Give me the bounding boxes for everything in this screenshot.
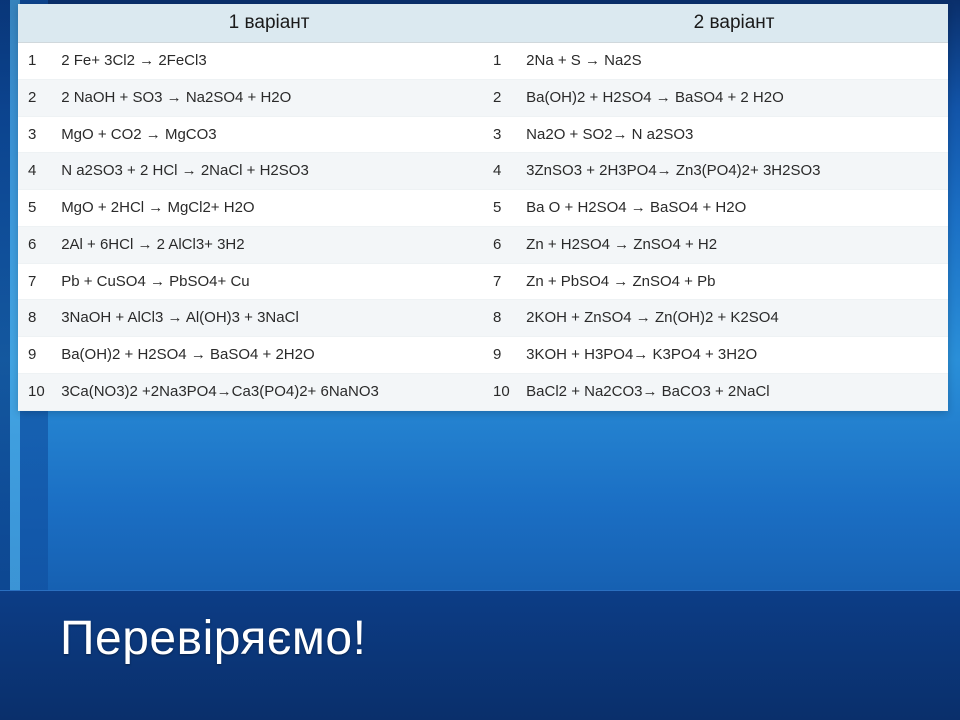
equation-left: MgO + CO2 → MgCO3 (55, 116, 483, 153)
table-row: 5 MgO + 2HCl → MgCl2+ H2O 5 Ba O + H2SO4… (18, 190, 948, 227)
equation-left: 3NaOH + AlCl3 → Al(OH)3 + 3NaCl (55, 300, 483, 337)
table-row: 7 Pb + CuSO4 → PbSO4+ Cu 7 Zn + PbSO4 → … (18, 263, 948, 300)
row-num-left: 8 (18, 300, 55, 337)
equation-right: Ba O + H2SO4 → BaSO4 + H2O (520, 190, 948, 227)
equation-left: 2Al + 6HCl → 2 AlCl3+ 3H2 (55, 226, 483, 263)
table-row: 3 MgO + CO2 → MgCO3 3 Na2O + SO2→ N a2SO… (18, 116, 948, 153)
header-variant2-num (483, 4, 520, 43)
equation-right: Zn + H2SO4 → ZnSO4 + H2 (520, 226, 948, 263)
row-num-left: 3 (18, 116, 55, 153)
table-row: 6 2Al + 6HCl → 2 AlCl3+ 3H2 6 Zn + H2SO4… (18, 226, 948, 263)
row-num-right: 10 (483, 373, 520, 410)
row-num-right: 8 (483, 300, 520, 337)
equation-right: Na2O + SO2→ N a2SO3 (520, 116, 948, 153)
row-num-left: 6 (18, 226, 55, 263)
table-row: 8 3NaOH + AlCl3 → Al(OH)3 + 3NaCl 8 2KOH… (18, 300, 948, 337)
equation-left: 2 NaOH + SO3 → Na2SO4 + H2O (55, 79, 483, 116)
row-num-left: 2 (18, 79, 55, 116)
row-num-left: 4 (18, 153, 55, 190)
header-variant2: 2 варіант (520, 4, 948, 43)
row-num-right: 1 (483, 43, 520, 80)
row-num-right: 4 (483, 153, 520, 190)
table-row: 4 N a2SO3 + 2 HCl → 2NaCl + H2SO3 4 3ZnS… (18, 153, 948, 190)
equation-left: 2 Fe+ 3Cl2 → 2FeCl3 (55, 43, 483, 80)
header-variant1-num (18, 4, 55, 43)
table-row: 9 Ba(OH)2 + H2SO4 → BaSO4 + 2H2O 9 3KOH … (18, 337, 948, 374)
equation-right: Ba(OH)2 + H2SO4 → BaSO4 + 2 H2O (520, 79, 948, 116)
row-num-right: 7 (483, 263, 520, 300)
row-num-left: 7 (18, 263, 55, 300)
equations-table-container: 1 варіант 2 варіант 1 2 Fe+ 3Cl2 → 2FeCl… (18, 4, 948, 411)
equation-right: 2Na + S → Na2S (520, 43, 948, 80)
equation-left: Ba(OH)2 + H2SO4 → BaSO4 + 2H2O (55, 337, 483, 374)
table-header-row: 1 варіант 2 варіант (18, 4, 948, 43)
table-row: 10 3Ca(NO3)2 +2Na3PO4→Ca3(PO4)2+ 6NaNO3 … (18, 373, 948, 410)
equation-right: 3ZnSO3 + 2H3PO4→ Zn3(PO4)2+ 3H2SO3 (520, 153, 948, 190)
row-num-right: 2 (483, 79, 520, 116)
slide: 1 варіант 2 варіант 1 2 Fe+ 3Cl2 → 2FeCl… (0, 0, 960, 720)
equations-table: 1 варіант 2 варіант 1 2 Fe+ 3Cl2 → 2FeCl… (18, 4, 948, 411)
equation-right: 3KOH + H3PO4→ K3PO4 + 3H2O (520, 337, 948, 374)
equation-left: 3Ca(NO3)2 +2Na3PO4→Ca3(PO4)2+ 6NaNO3 (55, 373, 483, 410)
row-num-left: 5 (18, 190, 55, 227)
equation-left: MgO + 2HCl → MgCl2+ H2O (55, 190, 483, 227)
row-num-right: 9 (483, 337, 520, 374)
equation-left: N a2SO3 + 2 HCl → 2NaCl + H2SO3 (55, 153, 483, 190)
equation-right: 2KOH + ZnSO4 → Zn(OH)2 + K2SO4 (520, 300, 948, 337)
header-variant1: 1 варіант (55, 4, 483, 43)
row-num-right: 5 (483, 190, 520, 227)
row-num-right: 3 (483, 116, 520, 153)
row-num-right: 6 (483, 226, 520, 263)
equation-right: Zn + PbSO4 → ZnSO4 + Pb (520, 263, 948, 300)
row-num-left: 9 (18, 337, 55, 374)
row-num-left: 10 (18, 373, 55, 410)
title-band: Перевіряємо! (0, 590, 960, 720)
row-num-left: 1 (18, 43, 55, 80)
slide-title: Перевіряємо! (60, 611, 366, 666)
equation-left: Pb + CuSO4 → PbSO4+ Cu (55, 263, 483, 300)
table-body: 1 2 Fe+ 3Cl2 → 2FeCl3 1 2Na + S → Na2S 2… (18, 43, 948, 411)
table-row: 1 2 Fe+ 3Cl2 → 2FeCl3 1 2Na + S → Na2S (18, 43, 948, 80)
equation-right: BaCl2 + Na2CO3→ BaCO3 + 2NaCl (520, 373, 948, 410)
table-row: 2 2 NaOH + SO3 → Na2SO4 + H2O 2 Ba(OH)2 … (18, 79, 948, 116)
